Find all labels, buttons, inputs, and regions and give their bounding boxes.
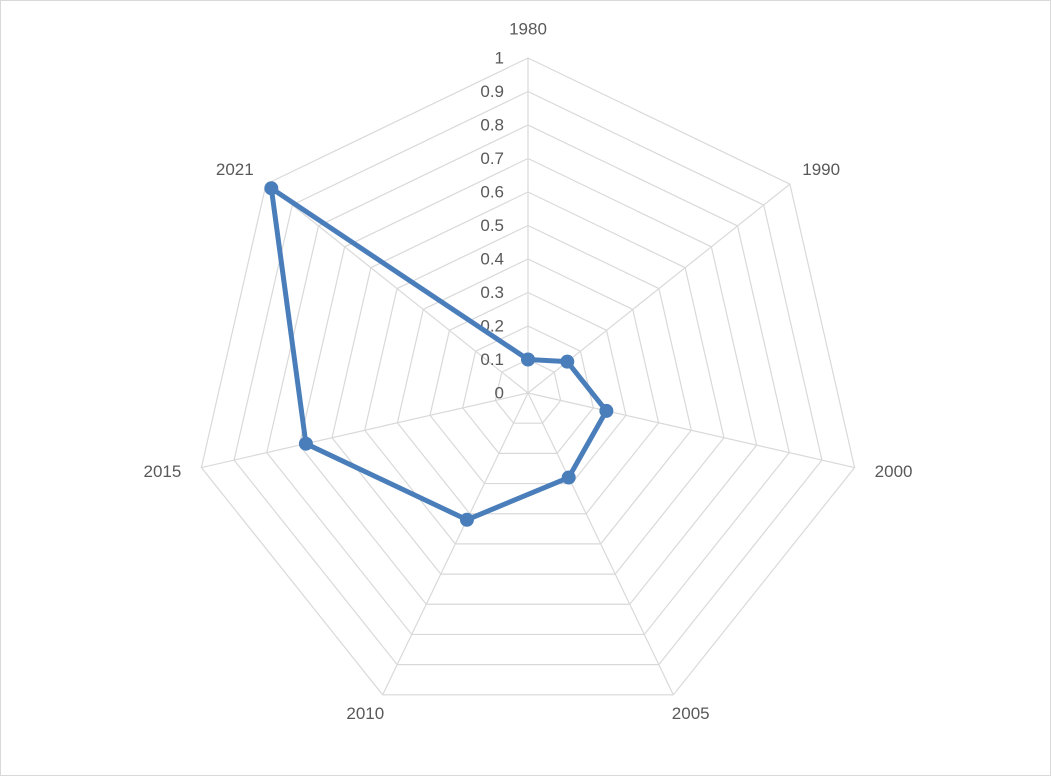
grid-line (494, 358, 562, 424)
marker (264, 181, 279, 196)
category-label: 1980 (509, 19, 547, 38)
grid-line (396, 258, 660, 515)
spoke (201, 392, 529, 469)
y-tick-label: 0.6 (480, 182, 504, 201)
marker (560, 354, 575, 369)
grid-line (331, 191, 725, 575)
spoke (265, 183, 529, 394)
category-label: 2005 (672, 704, 710, 723)
marker (599, 403, 614, 418)
spoke (527, 392, 855, 469)
series-line (268, 185, 609, 523)
y-tick-label: 0.9 (480, 82, 504, 101)
grid-line (462, 325, 594, 454)
grid-line (364, 224, 692, 545)
spoke (527, 392, 674, 696)
grid-line (233, 90, 823, 666)
category-label: 2000 (875, 462, 913, 481)
grid-line (429, 291, 627, 485)
y-tick-label: 0.1 (480, 350, 504, 369)
y-tick-label: 0.4 (480, 249, 504, 268)
marker (459, 512, 474, 527)
spoke (382, 392, 529, 696)
grid-line (266, 124, 790, 636)
category-label: 2021 (216, 160, 254, 179)
grid-line (298, 157, 758, 605)
y-tick-label: 0 (495, 383, 504, 402)
marker (561, 470, 576, 485)
y-tick-label: 0.8 (480, 115, 504, 134)
grid-line (200, 57, 856, 696)
y-tick-label: 0.3 (480, 283, 504, 302)
y-tick-label: 0.5 (480, 216, 504, 235)
marker (521, 352, 535, 367)
y-tick-label: 0.7 (480, 149, 504, 168)
category-label: 2010 (346, 704, 384, 723)
y-tick-label: 1 (495, 48, 504, 67)
category-label: 1990 (802, 160, 840, 179)
category-label: 2015 (143, 462, 181, 481)
marker (298, 436, 313, 451)
